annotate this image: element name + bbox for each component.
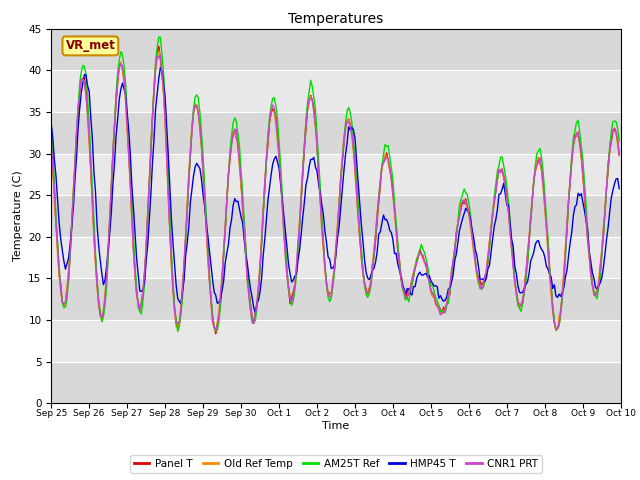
Panel T [117, 61, 125, 67]
Y-axis label: Temperature (C): Temperature (C) [13, 170, 22, 262]
Bar [51, 320, 621, 361]
Legend: Panel T, Old Ref Temp, AM25T Ref, HMP45 T, CNR1 PRT: Panel T, Old Ref Temp, AM25T Ref, HMP45 … [130, 455, 542, 473]
HMP45 T [252, 310, 259, 316]
AM25T Ref [155, 34, 163, 40]
Bar [51, 71, 621, 112]
Old Ref Temp [299, 165, 307, 171]
HMP45 T [218, 288, 226, 293]
Panel T [616, 152, 623, 158]
Panel T [220, 251, 227, 257]
Panel T [47, 132, 55, 138]
AM25T Ref [117, 49, 125, 55]
Old Ref Temp [155, 48, 163, 54]
AM25T Ref [239, 190, 246, 195]
X-axis label: Time: Time [323, 421, 349, 431]
Old Ref Temp [212, 329, 220, 335]
CNR1 PRT [117, 61, 125, 67]
CNR1 PRT [212, 327, 220, 333]
CNR1 PRT [239, 202, 246, 208]
AM25T Ref [299, 167, 307, 172]
Bar [51, 278, 621, 320]
HMP45 T [117, 86, 125, 92]
Title: Temperatures: Temperatures [289, 12, 383, 26]
Line: Panel T: Panel T [51, 46, 620, 334]
Old Ref Temp [220, 247, 227, 253]
Panel T [299, 172, 307, 178]
CNR1 PRT [157, 52, 164, 58]
Panel T [587, 265, 595, 271]
Panel T [155, 43, 163, 49]
AM25T Ref [587, 269, 595, 275]
Old Ref Temp [587, 271, 595, 276]
Bar [51, 237, 621, 278]
AM25T Ref [220, 253, 227, 259]
Line: AM25T Ref: AM25T Ref [51, 37, 620, 331]
AM25T Ref [174, 328, 182, 334]
HMP45 T [247, 286, 255, 292]
HMP45 T [237, 214, 245, 220]
CNR1 PRT [587, 271, 595, 277]
HMP45 T [616, 186, 623, 192]
Panel T [212, 331, 220, 336]
CNR1 PRT [299, 168, 307, 173]
Old Ref Temp [248, 318, 256, 324]
HMP45 T [587, 258, 595, 264]
Bar [51, 154, 621, 195]
Bar [51, 29, 621, 71]
CNR1 PRT [616, 153, 623, 158]
Old Ref Temp [47, 142, 55, 147]
HMP45 T [157, 65, 164, 71]
Bar [51, 361, 621, 403]
Panel T [248, 314, 256, 320]
Old Ref Temp [239, 205, 246, 211]
HMP45 T [47, 121, 55, 127]
Bar [51, 195, 621, 237]
CNR1 PRT [47, 137, 55, 143]
AM25T Ref [47, 120, 55, 126]
Bar [51, 112, 621, 154]
HMP45 T [299, 214, 307, 220]
Panel T [239, 204, 246, 209]
Line: Old Ref Temp: Old Ref Temp [51, 51, 620, 332]
Old Ref Temp [117, 59, 125, 65]
AM25T Ref [616, 138, 623, 144]
Line: HMP45 T: HMP45 T [51, 68, 620, 313]
AM25T Ref [248, 315, 256, 321]
CNR1 PRT [248, 320, 256, 326]
Line: CNR1 PRT: CNR1 PRT [51, 55, 620, 330]
CNR1 PRT [220, 248, 227, 253]
Text: VR_met: VR_met [65, 39, 115, 52]
Old Ref Temp [616, 149, 623, 155]
